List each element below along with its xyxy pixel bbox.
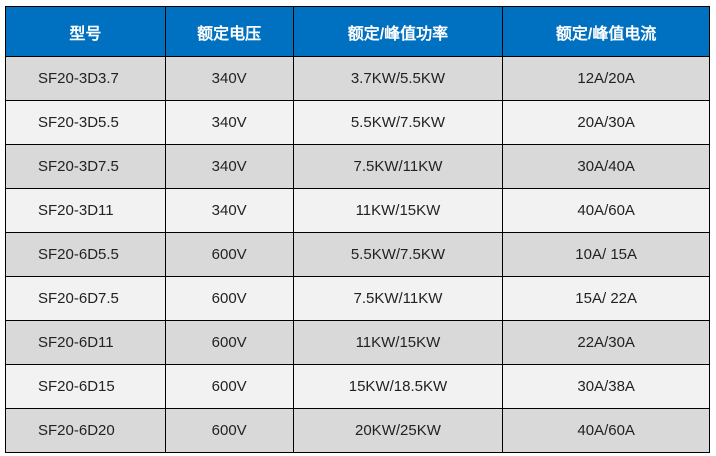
table-row: SF20-6D7.5 600V 7.5KW/11KW 15A/ 22A <box>5 276 710 321</box>
cell-model: SF20-6D5.5 <box>5 232 166 277</box>
cell-power: 7.5KW/11KW <box>292 276 504 321</box>
cell-voltage: 600V <box>164 320 294 365</box>
cell-voltage: 600V <box>164 364 294 409</box>
table-row: SF20-6D15 600V 15KW/18.5KW 30A/38A <box>5 364 710 409</box>
spec-table: 型号 额定电压 额定/峰值功率 额定/峰值电流 SF20-3D3.7 340V 3.… <box>5 6 710 453</box>
cell-model: SF20-6D15 <box>5 364 166 409</box>
cell-current: 40A/60A <box>502 408 710 453</box>
cell-power: 11KW/15KW <box>292 320 504 365</box>
header-model: 型号 <box>5 6 166 57</box>
header-rated-voltage: 额定电压 <box>164 6 294 57</box>
cell-power: 11KW/15KW <box>292 188 504 233</box>
cell-current: 10A/ 15A <box>502 232 710 277</box>
cell-model: SF20-3D11 <box>5 188 166 233</box>
header-current: 额定/峰值电流 <box>502 6 710 57</box>
cell-power: 5.5KW/7.5KW <box>292 100 504 145</box>
cell-power: 7.5KW/11KW <box>292 144 504 189</box>
cell-model: SF20-3D5.5 <box>5 100 166 145</box>
cell-current: 22A/30A <box>502 320 710 365</box>
table-row: SF20-3D5.5 340V 5.5KW/7.5KW 20A/30A <box>5 100 710 145</box>
table-row: SF20-3D3.7 340V 3.7KW/5.5KW 12A/20A <box>5 56 710 101</box>
table-row: SF20-6D20 600V 20KW/25KW 40A/60A <box>5 408 710 453</box>
cell-voltage: 340V <box>164 144 294 189</box>
cell-model: SF20-6D7.5 <box>5 276 166 321</box>
cell-model: SF20-6D20 <box>5 408 166 453</box>
table-row: SF20-6D5.5 600V 5.5KW/7.5KW 10A/ 15A <box>5 232 710 277</box>
cell-voltage: 340V <box>164 188 294 233</box>
cell-model: SF20-3D7.5 <box>5 144 166 189</box>
cell-current: 30A/38A <box>502 364 710 409</box>
cell-power: 15KW/18.5KW <box>292 364 504 409</box>
cell-voltage: 600V <box>164 276 294 321</box>
cell-power: 20KW/25KW <box>292 408 504 453</box>
cell-current: 40A/60A <box>502 188 710 233</box>
table-row: SF20-3D11 340V 11KW/15KW 40A/60A <box>5 188 710 233</box>
cell-current: 20A/30A <box>502 100 710 145</box>
cell-voltage: 340V <box>164 100 294 145</box>
header-power: 额定/峰值功率 <box>292 6 504 57</box>
cell-current: 12A/20A <box>502 56 710 101</box>
cell-current: 30A/40A <box>502 144 710 189</box>
cell-voltage: 340V <box>164 56 294 101</box>
cell-voltage: 600V <box>164 232 294 277</box>
table-row: SF20-6D11 600V 11KW/15KW 22A/30A <box>5 320 710 365</box>
cell-power: 3.7KW/5.5KW <box>292 56 504 101</box>
cell-model: SF20-3D3.7 <box>5 56 166 101</box>
table-row: SF20-3D7.5 340V 7.5KW/11KW 30A/40A <box>5 144 710 189</box>
cell-current: 15A/ 22A <box>502 276 710 321</box>
cell-power: 5.5KW/7.5KW <box>292 232 504 277</box>
cell-model: SF20-6D11 <box>5 320 166 365</box>
cell-voltage: 600V <box>164 408 294 453</box>
header-row: 型号 额定电压 额定/峰值功率 额定/峰值电流 <box>5 6 710 57</box>
